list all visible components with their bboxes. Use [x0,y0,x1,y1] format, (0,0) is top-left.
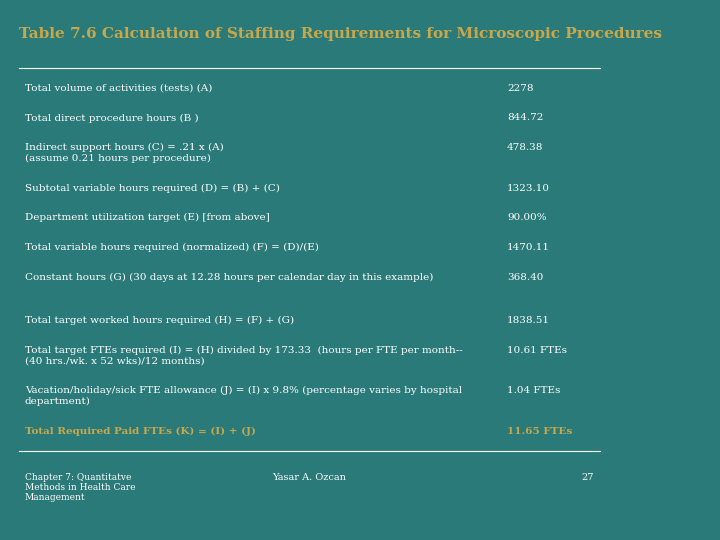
Text: Vacation/holiday/sick FTE allowance (J) = (I) x 9.8% (percentage varies by hospi: Vacation/holiday/sick FTE allowance (J) … [24,386,462,406]
Text: Constant hours (G) (30 days at 12.28 hours per calendar day in this example): Constant hours (G) (30 days at 12.28 hou… [24,273,433,282]
Text: 1470.11: 1470.11 [507,243,550,252]
Text: Total variable hours required (normalized) (F) = (D)/(E): Total variable hours required (normalize… [24,243,319,252]
Text: Yasar A. Ozcan: Yasar A. Ozcan [272,472,346,482]
Text: 368.40: 368.40 [507,273,544,282]
Text: 2278: 2278 [507,84,534,93]
Text: 1323.10: 1323.10 [507,184,550,193]
Text: Total target FTEs required (I) = (H) divided by 173.33  (hours per FTE per month: Total target FTEs required (I) = (H) div… [24,346,462,365]
Text: Department utilization target (E) [from above]: Department utilization target (E) [from … [24,213,269,222]
Text: Total Required Paid FTEs (K) = (I) + (J): Total Required Paid FTEs (K) = (I) + (J) [24,427,256,436]
Text: Total volume of activities (tests) (A): Total volume of activities (tests) (A) [24,84,212,93]
Text: 10.61 FTEs: 10.61 FTEs [507,346,567,355]
Text: 1838.51: 1838.51 [507,316,550,325]
Text: 90.00%: 90.00% [507,213,546,222]
Text: Subtotal variable hours required (D) = (B) + (C): Subtotal variable hours required (D) = (… [24,184,279,193]
Text: 11.65 FTEs: 11.65 FTEs [507,427,572,436]
Text: Table 7.6 Calculation of Staffing Requirements for Microscopic Procedures: Table 7.6 Calculation of Staffing Requir… [19,27,662,41]
Text: Total target worked hours required (H) = (F) + (G): Total target worked hours required (H) =… [24,316,294,325]
Text: Total direct procedure hours (B ): Total direct procedure hours (B ) [24,113,198,123]
Text: 844.72: 844.72 [507,113,544,123]
Text: Indirect support hours (C) = .21 x (A)
(assume 0.21 hours per procedure): Indirect support hours (C) = .21 x (A) (… [24,143,223,163]
Text: 27: 27 [581,472,593,482]
Text: Chapter 7: Quantitatve
Methods in Health Care
Management: Chapter 7: Quantitatve Methods in Health… [24,472,135,502]
Text: 1.04 FTEs: 1.04 FTEs [507,386,560,395]
Text: 478.38: 478.38 [507,143,544,152]
